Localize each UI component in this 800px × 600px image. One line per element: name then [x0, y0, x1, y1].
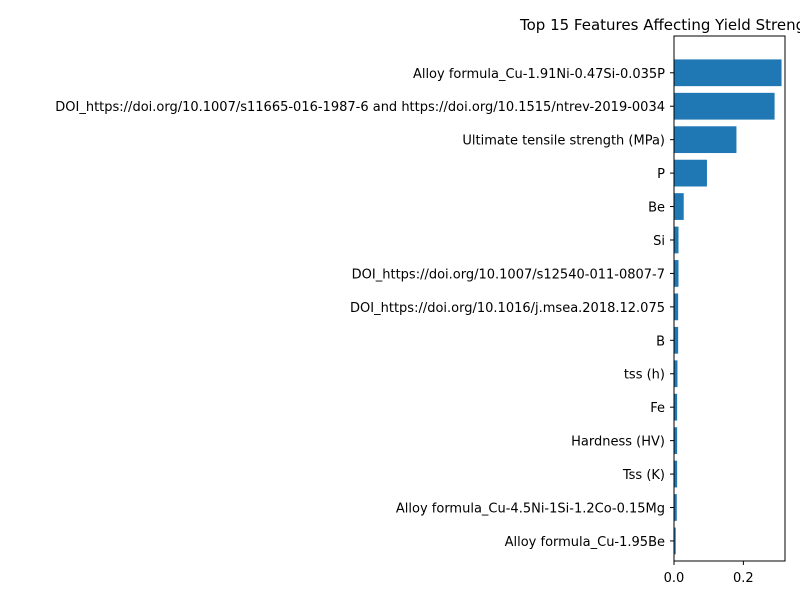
bar	[674, 293, 679, 321]
y-tick-label: DOI_https://doi.org/10.1007/s11665-016-1…	[55, 100, 665, 115]
bar	[674, 360, 678, 388]
y-tick-label: Be	[648, 201, 665, 216]
bar	[674, 460, 678, 488]
y-tick-label: Fe	[650, 401, 665, 416]
bar	[674, 527, 676, 555]
plot-frame	[673, 35, 786, 562]
chart-title: Top 15 Features Affecting Yield Strength	[519, 16, 800, 34]
y-tick-label: DOI_https://doi.org/10.1016/j.msea.2018.…	[350, 301, 665, 316]
bar	[674, 393, 678, 421]
y-tick-label: DOI_https://doi.org/10.1007/s12540-011-0…	[352, 267, 665, 282]
x-tick-label: 0.2	[733, 571, 754, 586]
bar	[674, 92, 775, 120]
bars-group	[674, 59, 782, 555]
y-tick-label: tss (h)	[624, 368, 665, 383]
y-tick-label: Ultimate tensile strength (MPa)	[462, 134, 665, 149]
bar	[674, 159, 707, 187]
bar	[674, 427, 678, 454]
y-tick-label: B	[656, 334, 665, 349]
y-tick-label: Alloy formula_Cu-1.91Ni-0.47Si-0.035P	[413, 67, 665, 82]
bar	[674, 326, 679, 354]
bar	[674, 126, 737, 154]
y-tick-label: Hardness (HV)	[571, 435, 665, 450]
y-tick-label: P	[657, 167, 665, 182]
bar	[674, 226, 679, 254]
x-tick-label: 0.0	[664, 571, 685, 586]
bar	[674, 260, 679, 287]
y-tick-label: Alloy formula_Cu-1.95Be	[505, 535, 665, 550]
bar	[674, 494, 677, 521]
bar	[674, 59, 782, 87]
y-ticks-group: Alloy formula_Cu-1.91Ni-0.47Si-0.035P DOI…	[55, 67, 674, 550]
y-tick-label: Alloy formula_Cu-4.5Ni-1Si-1.2Co-0.15Mg	[396, 501, 665, 516]
y-tick-label: Si	[653, 234, 665, 249]
bar	[674, 193, 684, 220]
y-tick-label: Tss (K)	[622, 468, 665, 483]
x-ticks-group: 0.0 0.2	[664, 561, 754, 586]
axes-spines	[673, 35, 786, 562]
